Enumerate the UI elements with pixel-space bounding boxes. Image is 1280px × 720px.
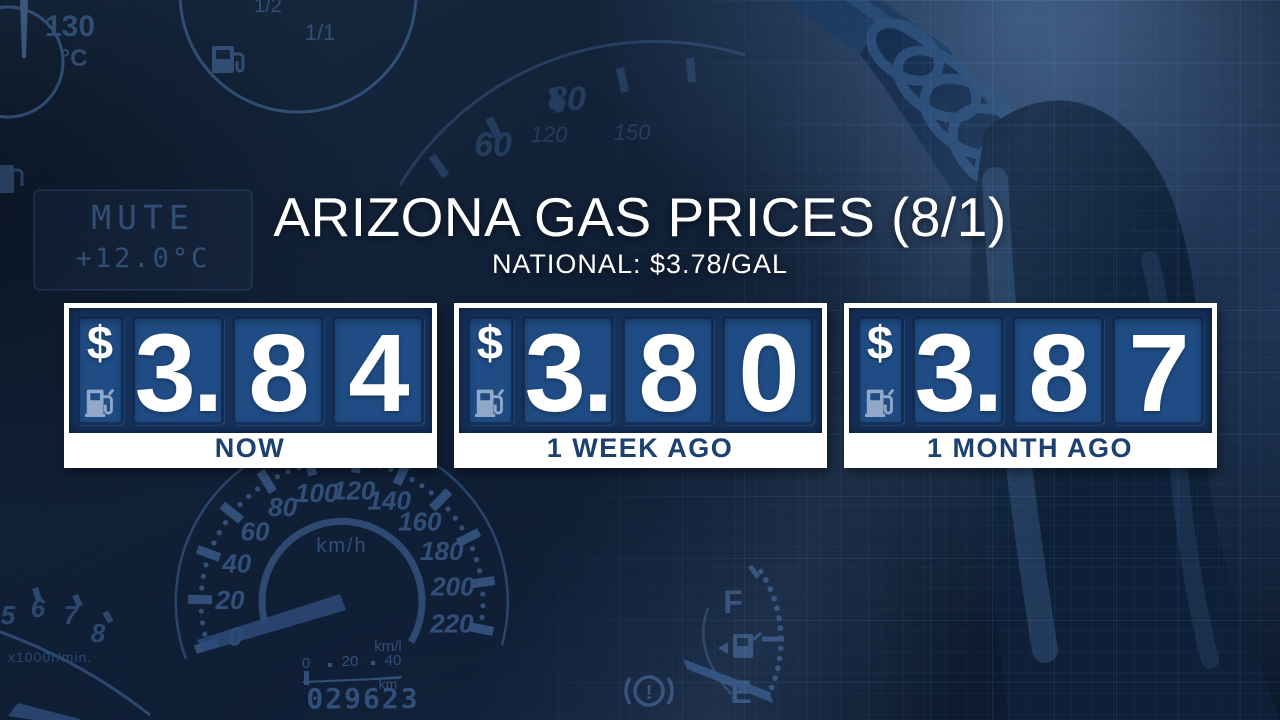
odometer-unit: km bbox=[379, 676, 398, 692]
price-digits-panel: $ 3. 8 4 bbox=[68, 308, 432, 433]
svg-text:160: 160 bbox=[398, 506, 442, 536]
price-digit: 8 bbox=[1011, 316, 1104, 428]
dollar-sign: $ bbox=[476, 316, 504, 369]
temp-value: 130 bbox=[45, 10, 95, 43]
small-pump-icon bbox=[0, 165, 24, 193]
fuel-pump-icon bbox=[212, 46, 245, 73]
fuel-gauge-scale bbox=[757, 568, 784, 700]
svg-text:100: 100 bbox=[295, 478, 339, 508]
price-digit: 0 bbox=[721, 316, 814, 428]
svg-text:200: 200 bbox=[430, 571, 475, 601]
speedometer: km/h 020406080100120140160180200220 km/l… bbox=[174, 434, 510, 715]
economy-tick: 0 bbox=[302, 655, 310, 672]
svg-text:220: 220 bbox=[429, 608, 474, 638]
svg-text:0: 0 bbox=[228, 622, 243, 652]
price-digits-panel: $ 3. 8 7 bbox=[848, 308, 1212, 433]
price-digit: 8 bbox=[621, 316, 714, 428]
price-digit: 7 bbox=[1111, 316, 1204, 428]
svg-text:120: 120 bbox=[332, 476, 376, 506]
svg-text:80: 80 bbox=[268, 492, 297, 522]
upper-gauge-60: 60 bbox=[474, 126, 512, 164]
price-card-label: 1 WEEK AGO bbox=[546, 432, 734, 463]
gas-pump-icon bbox=[865, 388, 895, 417]
brake-warning-icon: ! bbox=[624, 675, 674, 707]
price-card-now: $ 3. 8 4 NOW bbox=[63, 303, 437, 468]
tachometer: 5 6 7 8 x1000r/min. bbox=[0, 587, 151, 720]
svg-text:180: 180 bbox=[420, 536, 464, 566]
price-cards-row: $ 3. 8 4 NOW $ bbox=[0, 303, 1280, 468]
price-digit: 4 bbox=[331, 316, 424, 428]
odometer-value: 029623 bbox=[306, 682, 419, 715]
upper-gauge-120: 120 bbox=[531, 122, 568, 147]
temp-unit: °C bbox=[61, 45, 88, 72]
upper-gauge-150: 150 bbox=[614, 120, 651, 145]
svg-text:!: ! bbox=[646, 682, 653, 704]
speedometer-scale: 0 20 406080100120140160180 200 220 bbox=[187, 448, 496, 654]
price-digit: 8 bbox=[231, 316, 324, 428]
tach-label: 5 bbox=[1, 600, 16, 630]
svg-text:20: 20 bbox=[215, 585, 245, 615]
fuel-full-mark: 1/1 bbox=[305, 20, 336, 45]
currency-pump-slot: $ bbox=[466, 316, 514, 425]
currency-pump-slot: $ bbox=[76, 316, 124, 425]
currency-pump-slot: $ bbox=[856, 316, 904, 425]
svg-text:40: 40 bbox=[221, 549, 251, 579]
dollar-sign: $ bbox=[86, 316, 114, 369]
svg-text:60: 60 bbox=[241, 517, 270, 547]
svg-text:140: 140 bbox=[368, 486, 412, 516]
tach-label: 7 bbox=[64, 600, 80, 630]
tach-label: 8 bbox=[91, 618, 106, 648]
tach-unit: x1000r/min. bbox=[8, 649, 92, 665]
price-digits-panel: $ 3. 8 0 bbox=[458, 308, 822, 433]
price-card-label: NOW bbox=[214, 432, 286, 463]
tach-label: 6 bbox=[31, 593, 46, 623]
fuel-full-label: F bbox=[723, 584, 743, 620]
economy-tick: 20 bbox=[342, 653, 359, 670]
upper-gauge: 60 80 120 150 bbox=[398, 40, 746, 186]
price-digit: 3. bbox=[131, 316, 224, 428]
gas-pump-icon bbox=[85, 388, 115, 417]
gas-pump-icon bbox=[475, 388, 505, 417]
dollar-sign: $ bbox=[866, 316, 894, 369]
fuel-gauge: F E ! bbox=[624, 564, 784, 710]
upper-gauge-80: 80 bbox=[548, 80, 586, 118]
economy-tick: 40 bbox=[385, 652, 402, 669]
lcd-line2: +12.0°C bbox=[76, 243, 211, 274]
price-card-month-ago: $ 3. 8 7 1 MONTH AGO bbox=[843, 303, 1217, 468]
speedometer-needle bbox=[197, 594, 346, 652]
temperature-gauge: 130 °C 1/2 1/1 bbox=[0, 0, 418, 193]
dashboard-lcd-display: MUTE +12.0°C bbox=[33, 189, 253, 291]
fuel-pump-pointer-icon bbox=[718, 631, 762, 658]
price-digit: 3. bbox=[521, 316, 614, 428]
lcd-line1: MUTE bbox=[91, 198, 194, 237]
fuel-half-mark: 1/2 bbox=[254, 0, 282, 17]
page-title: ARIZONA GAS PRICES (8/1) bbox=[273, 186, 1007, 248]
price-digit: 3. bbox=[911, 316, 1004, 428]
speedometer-unit: km/h bbox=[316, 535, 367, 557]
fuel-gauge-needle bbox=[683, 659, 773, 703]
price-card-label: 1 MONTH AGO bbox=[926, 432, 1133, 463]
economy-unit: km/l bbox=[374, 638, 402, 655]
price-card-week-ago: $ 3. 8 0 1 WEEK AGO bbox=[453, 303, 827, 468]
page-subtitle: NATIONAL: $3.78/GAL bbox=[491, 249, 789, 279]
headline-block: ARIZONA GAS PRICES (8/1) NATIONAL: $3.78… bbox=[0, 188, 1280, 279]
